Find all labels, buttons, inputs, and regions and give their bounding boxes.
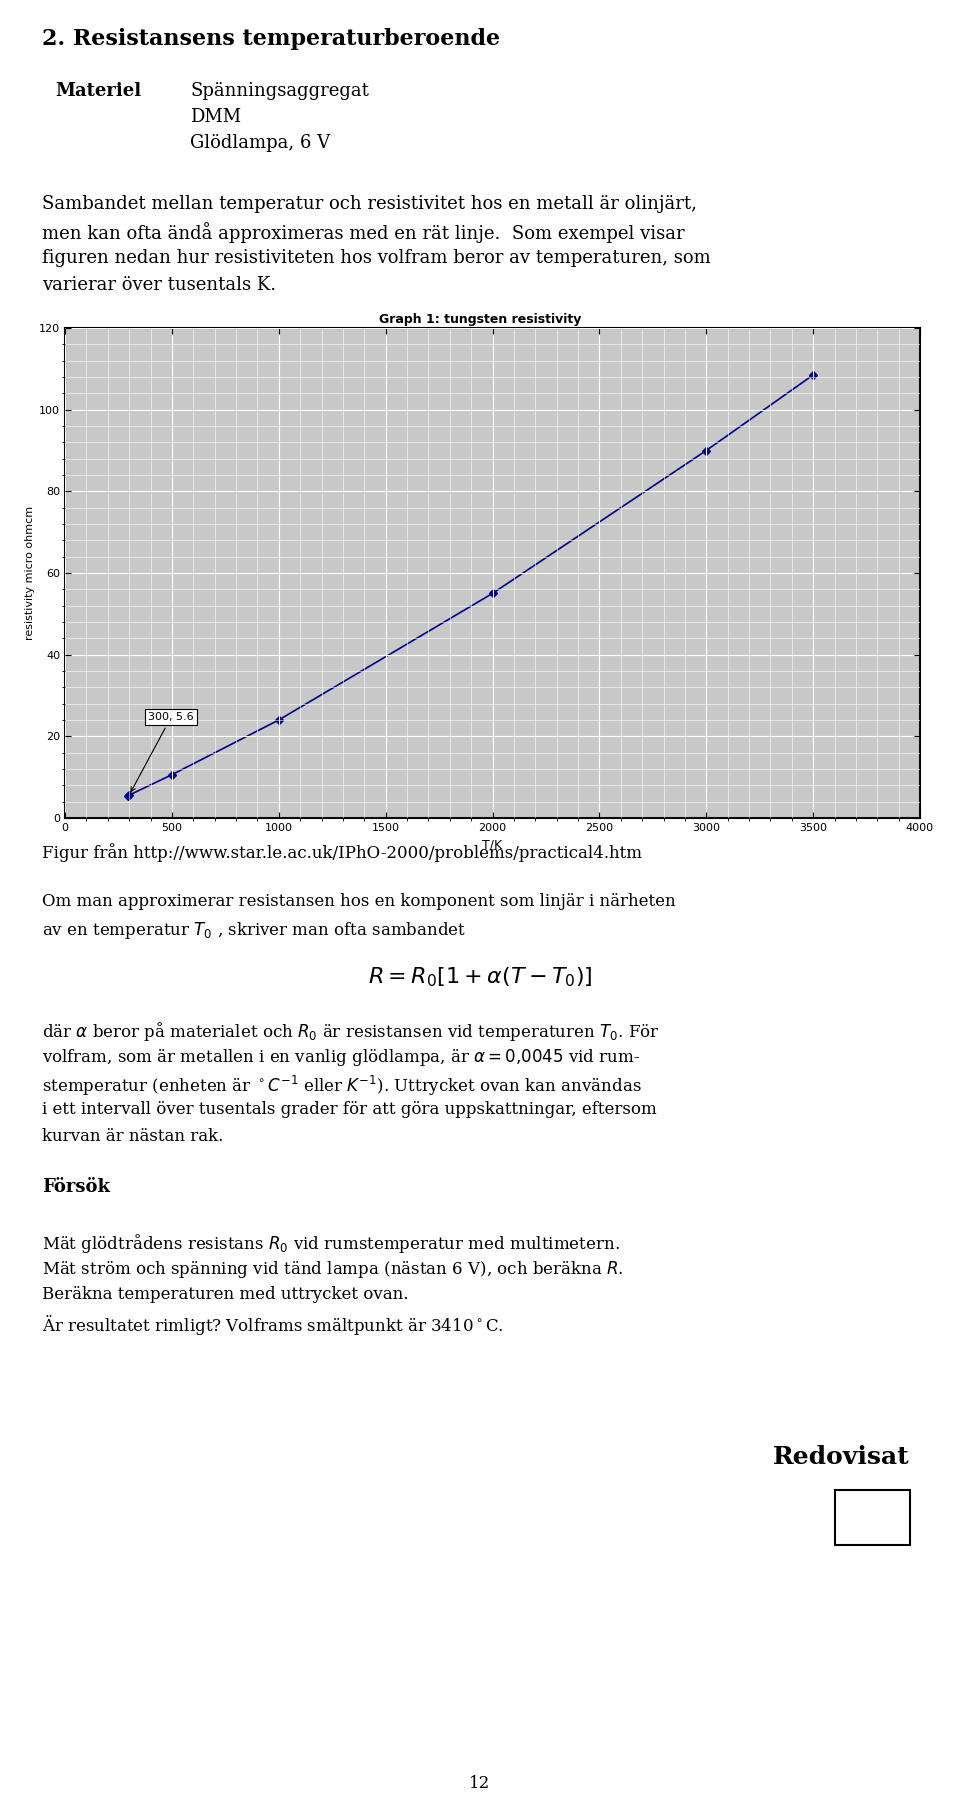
Text: Redovisat: Redovisat <box>774 1444 910 1469</box>
Text: Är resultatet rimligt? Volframs smältpunkt är 3410$^\circ$C.: Är resultatet rimligt? Volframs smältpun… <box>42 1313 504 1338</box>
Text: stemperatur (enheten är $^\circ C^{-1}$ eller $K^{-1}$). Uttrycket ovan kan anvä: stemperatur (enheten är $^\circ C^{-1}$ … <box>42 1075 641 1098</box>
Text: Figur från http://www.star.le.ac.uk/IPhO-2000/problems/practical4.htm: Figur från http://www.star.le.ac.uk/IPhO… <box>42 844 642 862</box>
Text: figuren nedan hur resistiviteten hos volfram beror av temperaturen, som: figuren nedan hur resistiviteten hos vol… <box>42 249 710 267</box>
Text: varierar över tusentals K.: varierar över tusentals K. <box>42 276 276 294</box>
Text: Mät glödtrådens resistans $R_0$ vid rumstemperatur med multimetern.: Mät glödtrådens resistans $R_0$ vid rums… <box>42 1231 620 1255</box>
Text: Beräkna temperaturen med uttrycket ovan.: Beräkna temperaturen med uttrycket ovan. <box>42 1286 409 1304</box>
Text: Spänningsaggregat: Spänningsaggregat <box>190 81 369 99</box>
Text: Mät ström och spänning vid tänd lampa (nästan 6 V), och beräkna $R$.: Mät ström och spänning vid tänd lampa (n… <box>42 1258 624 1280</box>
Text: 300, 5.6: 300, 5.6 <box>131 712 194 792</box>
Text: Försök: Försök <box>42 1177 110 1195</box>
Text: $R = R_0\left[1 + \alpha(T - T_0)\right]$: $R = R_0\left[1 + \alpha(T - T_0)\right]… <box>368 965 592 988</box>
Text: av en temperatur $T_0$ , skriver man ofta sambandet: av en temperatur $T_0$ , skriver man oft… <box>42 920 466 941</box>
X-axis label: T/K: T/K <box>483 838 503 851</box>
Y-axis label: resistivity micro ohmcm: resistivity micro ohmcm <box>25 507 35 640</box>
Bar <box>835 1489 910 1545</box>
Text: DMM: DMM <box>190 108 241 126</box>
Text: Materiel: Materiel <box>55 81 141 99</box>
Text: Sambandet mellan temperatur och resistivitet hos en metall är olinjärt,: Sambandet mellan temperatur och resistiv… <box>42 195 697 213</box>
Text: i ett intervall över tusentals grader för att göra uppskattningar, eftersom: i ett intervall över tusentals grader fö… <box>42 1102 657 1118</box>
Text: men kan ofta ändå approximeras med en rät linje.  Som exempel visar: men kan ofta ändå approximeras med en rä… <box>42 222 684 243</box>
Text: kurvan är nästan rak.: kurvan är nästan rak. <box>42 1129 224 1145</box>
Text: 12: 12 <box>469 1774 491 1792</box>
Text: Graph 1: tungsten resistivity: Graph 1: tungsten resistivity <box>379 314 581 326</box>
Text: Glödlampa, 6 V: Glödlampa, 6 V <box>190 133 330 151</box>
Text: 2. Resistansens temperaturberoende: 2. Resistansens temperaturberoende <box>42 29 500 50</box>
Text: Om man approximerar resistansen hos en komponent som linjär i närheten: Om man approximerar resistansen hos en k… <box>42 892 676 911</box>
Text: volfram, som är metallen i en vanlig glödlampa, är $\alpha = 0{,}0045$ vid rum-: volfram, som är metallen i en vanlig glö… <box>42 1048 640 1067</box>
Text: där $\alpha$ beror på materialet och $R_0$ är resistansen vid temperaturen $T_0$: där $\alpha$ beror på materialet och $R_… <box>42 1020 660 1042</box>
